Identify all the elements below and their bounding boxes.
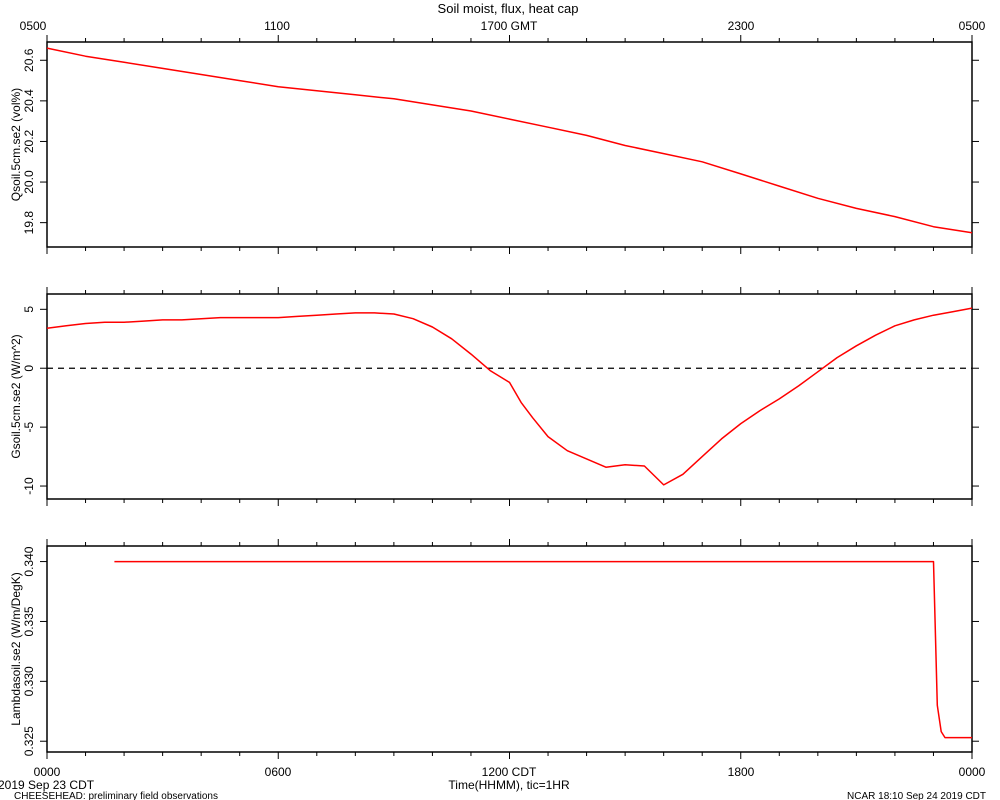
top-tick-label: 0500 <box>959 19 986 33</box>
panel-frame <box>46 293 973 500</box>
y-axis-label: Qsoil.5cm.se2 (vol%) <box>9 88 23 201</box>
y-tick-label: -10 <box>22 477 36 495</box>
top-tick-label: 2300 <box>728 19 755 33</box>
x-axis-label: Time(HHMM), tic=1HR <box>448 778 570 792</box>
y-tick-label: 0.330 <box>22 666 36 696</box>
y-tick-label: 20.6 <box>22 48 36 72</box>
y-tick-label: 0.340 <box>22 546 36 576</box>
bottom-tick-label: 1800 <box>728 765 755 779</box>
bottom-tick-label: 1200 CDT <box>482 765 537 779</box>
y-axis-label: Lambdasoil.se2 (W/m/DegK) <box>9 572 23 725</box>
y-tick-label: -5 <box>22 421 36 432</box>
panel-frame <box>46 545 973 753</box>
gsoil-panel: -10 -5 0 5 Gsoil.5cm.se2 (W/m^2) <box>9 287 979 506</box>
chart-title: Soil moist, flux, heat cap <box>438 1 579 16</box>
series-line <box>46 47 973 234</box>
y-tick-label: 0.325 <box>22 726 36 756</box>
top-tick-label: 0500 <box>20 19 47 33</box>
y-tick-label: 5 <box>22 306 36 313</box>
qsoil-panel: 19.8 20.0 20.2 20.4 20.6 Qsoil.5cm.se2 (vol%) <box>9 35 979 254</box>
footer-project: CHEESEHEAD: preliminary field observatio… <box>14 791 218 800</box>
y-tick-label: 20.2 <box>22 129 36 153</box>
y-axis-label: Gsoil.5cm.se2 (W/m^2) <box>9 334 23 458</box>
footer-date: 2019 Sep 23 CDT <box>0 778 95 792</box>
bottom-tick-label: 0600 <box>265 765 292 779</box>
bottom-x-tick-labels: 0000 0600 1200 CDT 1800 0000 <box>34 765 986 779</box>
y-tick-label: 0.335 <box>22 606 36 636</box>
footer-right: NCAR 18:10 Sep 24 2019 CDT <box>847 791 986 800</box>
y-tick-label: 20.4 <box>22 89 36 113</box>
bottom-tick-label: 0000 <box>34 765 61 779</box>
series-line <box>46 307 973 486</box>
y-tick-label: 0 <box>22 365 36 372</box>
top-tick-label: 1700 GMT <box>481 19 538 33</box>
top-tick-label: 1100 <box>264 19 290 33</box>
y-tick-label: 20.0 <box>22 170 36 194</box>
series-line <box>114 560 972 739</box>
top-x-tick-labels: 0500 1100 1700 GMT 2300 0500 <box>20 19 986 33</box>
bottom-tick-label: 0000 <box>959 765 986 779</box>
y-tick-label: 19.8 <box>22 211 36 235</box>
